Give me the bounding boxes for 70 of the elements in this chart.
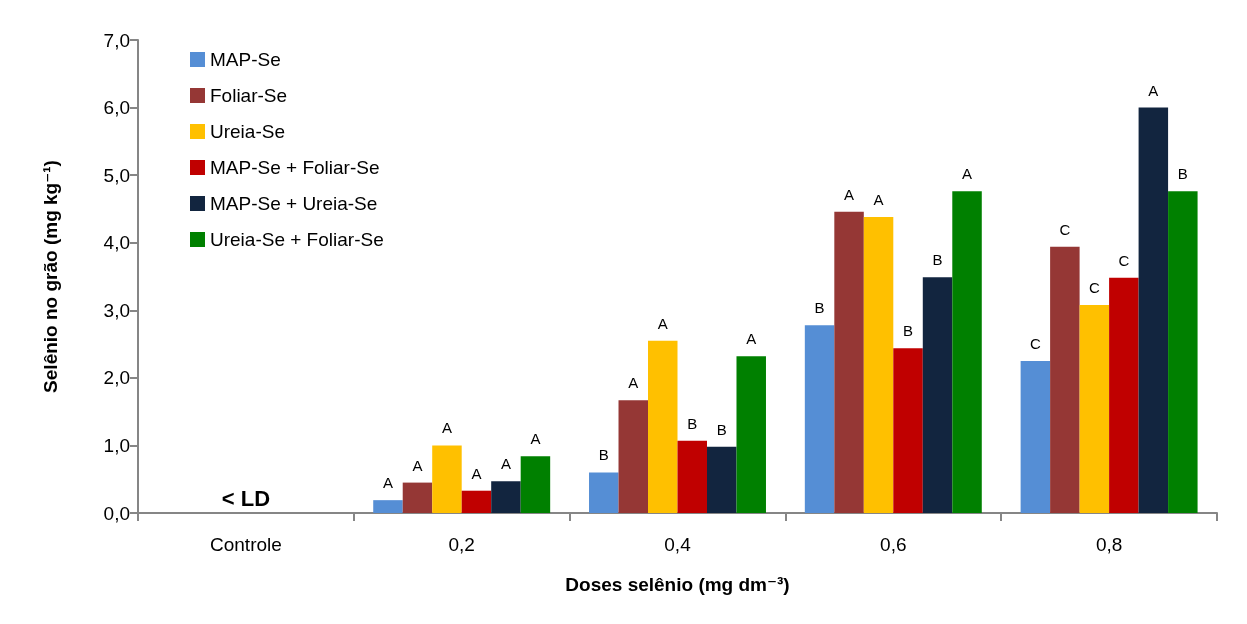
x-axis-title: Doses selênio (mg dm⁻³) xyxy=(565,574,790,595)
bar xyxy=(432,445,462,513)
data-label: A xyxy=(412,456,423,474)
bar xyxy=(1050,246,1080,513)
data-label: A xyxy=(500,455,511,473)
data-label: A xyxy=(844,185,855,203)
data-label: A xyxy=(746,330,757,348)
y-tick-label: 7,0 xyxy=(103,29,130,51)
y-tick-label: 2,0 xyxy=(103,367,130,389)
data-label: A xyxy=(1148,81,1159,99)
y-tick-label: 0,0 xyxy=(103,502,130,524)
y-tick-label: 1,0 xyxy=(103,434,130,456)
legend-label: Ureia-Se xyxy=(210,121,285,142)
bar xyxy=(1020,360,1051,513)
data-label: B xyxy=(1177,165,1188,183)
legend-label: MAP-Se xyxy=(210,49,281,70)
y-tick-label: 6,0 xyxy=(103,97,130,119)
data-label: C xyxy=(1029,334,1041,352)
x-tick-label: 0,2 xyxy=(448,534,475,555)
x-tick-label: 0,4 xyxy=(664,534,692,555)
legend-label: MAP-Se + Foliar-Se xyxy=(210,157,380,178)
data-label: B xyxy=(687,414,698,432)
bar xyxy=(893,348,923,513)
bar xyxy=(373,500,403,513)
bar xyxy=(922,277,953,513)
bar xyxy=(736,356,766,513)
data-label: A xyxy=(873,191,884,209)
data-label: A xyxy=(471,464,482,482)
bar xyxy=(863,217,894,513)
y-axis-title: Selênio no grão (mg kg⁻¹) xyxy=(40,160,61,393)
bar xyxy=(706,446,737,513)
data-label: A xyxy=(441,419,452,437)
y-tick-label: 3,0 xyxy=(103,299,130,321)
x-tick-label: 0,8 xyxy=(1095,534,1123,555)
bar xyxy=(648,340,678,513)
data-label: B xyxy=(903,322,914,340)
data-label: B xyxy=(716,420,727,438)
legend-label: Ureia-Se + Foliar-Se xyxy=(210,229,384,250)
y-tick-label: 4,0 xyxy=(103,232,130,254)
data-label: A xyxy=(530,430,541,448)
data-label: C xyxy=(1118,251,1130,269)
x-tick-label: 0,6 xyxy=(880,534,907,555)
bar xyxy=(618,400,649,513)
bar xyxy=(834,211,864,513)
bar xyxy=(491,481,521,513)
bar xyxy=(1138,107,1169,513)
bar xyxy=(677,440,707,513)
x-tick-label: Controle xyxy=(209,534,282,555)
data-label: C xyxy=(1059,220,1071,238)
data-label: B xyxy=(814,299,825,317)
bar xyxy=(804,325,835,513)
bar xyxy=(1079,304,1110,513)
bar xyxy=(1168,191,1198,513)
annotation: < LD xyxy=(221,485,271,511)
data-label: A xyxy=(628,374,639,392)
legend-label: Foliar-Se xyxy=(210,85,288,106)
data-label: B xyxy=(932,251,943,269)
data-label: A xyxy=(382,474,393,492)
bar xyxy=(402,482,433,513)
bar xyxy=(520,456,551,513)
data-label: C xyxy=(1088,278,1100,296)
bar xyxy=(952,191,982,513)
bar xyxy=(589,472,619,513)
bar xyxy=(1109,277,1139,513)
bar xyxy=(461,490,492,513)
legend-label: MAP-Se + Ureia-Se xyxy=(210,193,378,214)
data-label: A xyxy=(657,314,668,332)
y-tick-label: 5,0 xyxy=(103,164,130,186)
data-label: B xyxy=(598,446,609,464)
data-label: A xyxy=(962,165,973,183)
